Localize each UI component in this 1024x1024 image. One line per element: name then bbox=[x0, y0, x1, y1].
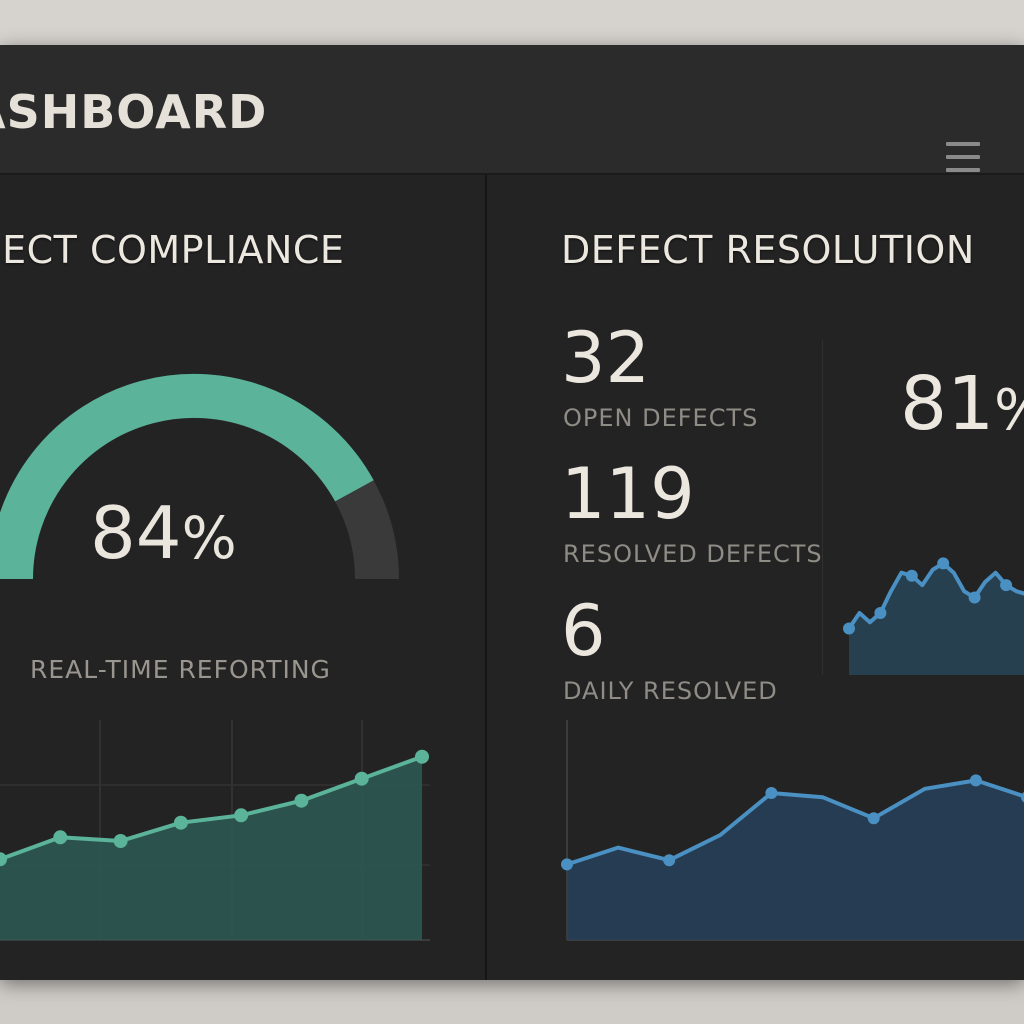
resolution-trend-chart bbox=[843, 557, 1024, 675]
app-title: ASHBOARD bbox=[0, 85, 268, 139]
menu-line bbox=[946, 142, 980, 146]
daily-resolved-value: 6 bbox=[561, 590, 606, 672]
data-point bbox=[113, 834, 128, 848]
stats-divider bbox=[822, 340, 823, 675]
data-point bbox=[867, 812, 880, 825]
panel-divider bbox=[485, 175, 487, 980]
compliance-trend-chart bbox=[0, 720, 430, 941]
defect-panel: DEFECT RESOLUTION 32 OPEN DEFECTS 119 RE… bbox=[487, 175, 1024, 980]
data-point bbox=[354, 771, 369, 786]
data-point bbox=[561, 858, 573, 871]
resolution-rate: 81% bbox=[900, 367, 1024, 441]
resolved-defects-value: 119 bbox=[561, 453, 695, 535]
series-area bbox=[567, 780, 1024, 940]
data-point bbox=[53, 830, 68, 845]
data-point bbox=[968, 591, 981, 604]
data-point bbox=[294, 793, 309, 808]
defect-trend-chart bbox=[561, 720, 1024, 941]
data-point bbox=[905, 569, 918, 582]
data-point bbox=[765, 787, 778, 799]
data-point bbox=[663, 854, 676, 867]
defect-title: DEFECT RESOLUTION bbox=[561, 228, 975, 272]
compliance-unit: % bbox=[181, 504, 237, 572]
series-line bbox=[0, 754, 423, 862]
data-point bbox=[1021, 792, 1024, 803]
series-area bbox=[0, 756, 422, 940]
compliance-value: 84% bbox=[90, 497, 237, 569]
compliance-gauge bbox=[0, 373, 399, 580]
resolved-defects-label: RESOLVED DEFECTS bbox=[563, 540, 823, 568]
data-point bbox=[0, 852, 7, 867]
compliance-panel: OJECT COMPLIANCE 84% REAL-TIME REFORTING bbox=[0, 175, 485, 980]
data-point bbox=[969, 774, 982, 787]
compliance-caption: REAL-TIME REFORTING bbox=[30, 655, 331, 684]
dashboard-window: ASHBOARD OJECT COMPLIANCE 84% REAL-TIME … bbox=[0, 45, 1024, 980]
data-point bbox=[1000, 579, 1013, 592]
data-point bbox=[874, 607, 887, 619]
compliance-number: 84 bbox=[90, 491, 182, 575]
menu-line bbox=[946, 168, 980, 172]
resolution-rate-number: 81 bbox=[900, 361, 995, 447]
menu-line bbox=[946, 155, 980, 159]
data-point bbox=[173, 815, 188, 830]
resolution-rate-unit: % bbox=[994, 378, 1024, 443]
gauge-fill bbox=[0, 373, 374, 580]
series-line bbox=[566, 778, 1024, 867]
hamburger-menu-icon[interactable] bbox=[946, 142, 980, 176]
data-point bbox=[843, 622, 855, 635]
compliance-title: OJECT COMPLIANCE bbox=[0, 228, 345, 272]
data-point bbox=[234, 808, 249, 823]
data-point bbox=[415, 749, 429, 764]
data-point bbox=[937, 557, 950, 570]
open-defects-label: OPEN DEFECTS bbox=[563, 404, 759, 432]
open-defects-value: 32 bbox=[561, 317, 651, 399]
header-bar: ASHBOARD bbox=[0, 45, 1024, 175]
daily-resolved-label: DAILY RESOLVED bbox=[563, 677, 778, 705]
